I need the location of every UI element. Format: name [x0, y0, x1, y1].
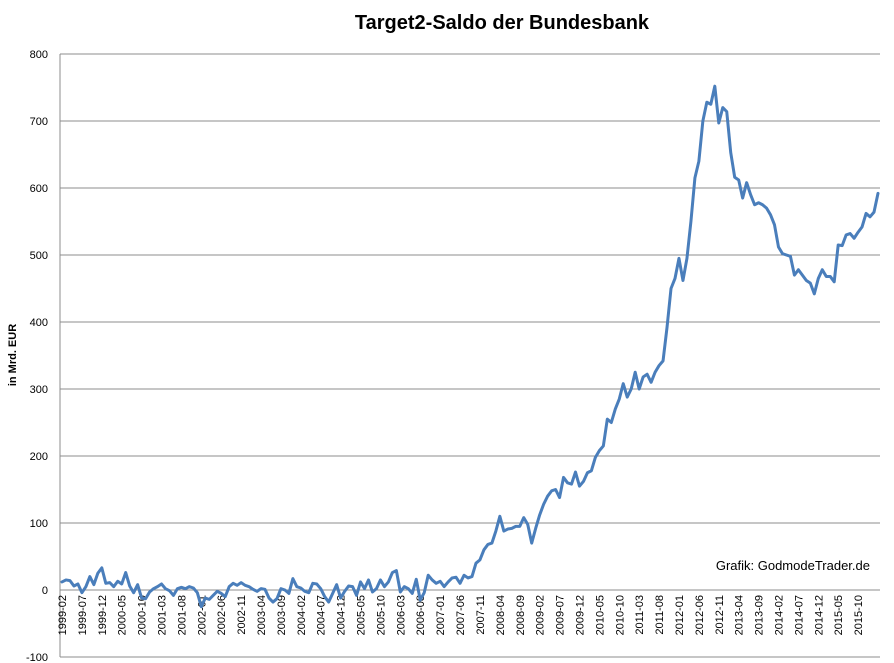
x-tick-label: 2003-09	[276, 595, 288, 635]
x-tick-label: 2002-06	[216, 595, 228, 635]
y-tick-label: 500	[30, 250, 48, 262]
x-tick-label: 2005-05	[356, 595, 368, 635]
x-tick-label: 2006-03	[395, 595, 407, 635]
x-tick-label: 2014-07	[793, 595, 805, 635]
x-tick-label: 2000-05	[117, 595, 129, 635]
x-tick-label: 2014-12	[813, 595, 825, 635]
series-group	[60, 84, 880, 609]
x-tick-label: 2015-05	[833, 595, 845, 635]
x-axis-ticks: 1999-02 1999-07 1999-12 2000-05 2000-10 2001-…	[57, 595, 865, 635]
target2-balance-line	[60, 84, 880, 609]
x-tick-label: 2004-07	[316, 595, 328, 635]
y-tick-label: 400	[30, 317, 48, 329]
x-tick-label: 2011-08	[654, 595, 666, 635]
x-tick-label: 1999-07	[77, 595, 89, 635]
chart-title: Target2-Saldo der Bundesbank	[355, 12, 650, 34]
x-tick-label: 2011-03	[634, 595, 646, 635]
x-tick-label: 2002-11	[236, 595, 248, 635]
x-tick-label: 2009-07	[555, 595, 567, 635]
x-tick-label: 2012-01	[674, 595, 686, 635]
y-tick-label: 700	[30, 116, 48, 128]
x-tick-label: 2012-11	[714, 595, 726, 635]
x-tick-label: 2007-01	[435, 595, 447, 635]
y-tick-label: 300	[30, 384, 48, 396]
x-tick-label: 2000-10	[137, 595, 149, 635]
y-tick-label: 0	[42, 585, 48, 597]
x-tick-label: 2008-04	[495, 595, 507, 635]
y-axis-ticks: -100 0 100 200 300 400 500 600 700 800	[26, 49, 48, 663]
chart-credit-annotation: Grafik: GodmodeTrader.de	[716, 558, 870, 573]
x-tick-label: 2014-02	[773, 595, 785, 635]
x-tick-label: 2005-10	[375, 595, 387, 635]
x-tick-label: 2009-12	[574, 595, 586, 635]
x-tick-label: 2010-10	[614, 595, 626, 635]
x-tick-label: 2007-06	[455, 595, 467, 635]
y-axis-label: in Mrd. EUR	[7, 324, 19, 386]
x-tick-label: 2015-10	[853, 595, 865, 635]
x-tick-label: 2006-08	[415, 595, 427, 635]
x-tick-label: 2010-05	[594, 595, 606, 635]
y-tick-label: -100	[26, 652, 48, 663]
x-tick-label: 2001-03	[157, 595, 169, 635]
x-tick-label: 2013-09	[754, 595, 766, 635]
y-tick-label: 600	[30, 183, 48, 195]
x-tick-label: 2004-12	[336, 595, 348, 635]
x-tick-label: 2009-02	[535, 595, 547, 635]
x-tick-label: 1999-12	[97, 595, 109, 635]
x-tick-label: 2001-08	[176, 595, 188, 635]
x-tick-label: 2012-06	[694, 595, 706, 635]
x-tick-label: 2007-11	[475, 595, 487, 635]
x-tick-label: 2008-09	[515, 595, 527, 635]
y-tick-label: 100	[30, 518, 48, 530]
x-tick-label: 2013-04	[734, 595, 746, 635]
y-tick-label: 800	[30, 49, 48, 61]
x-tick-label: 2003-04	[256, 595, 268, 635]
y-tick-label: 200	[30, 451, 48, 463]
x-tick-label: 1999-02	[57, 595, 69, 635]
x-tick-label: 2004-02	[296, 595, 308, 635]
